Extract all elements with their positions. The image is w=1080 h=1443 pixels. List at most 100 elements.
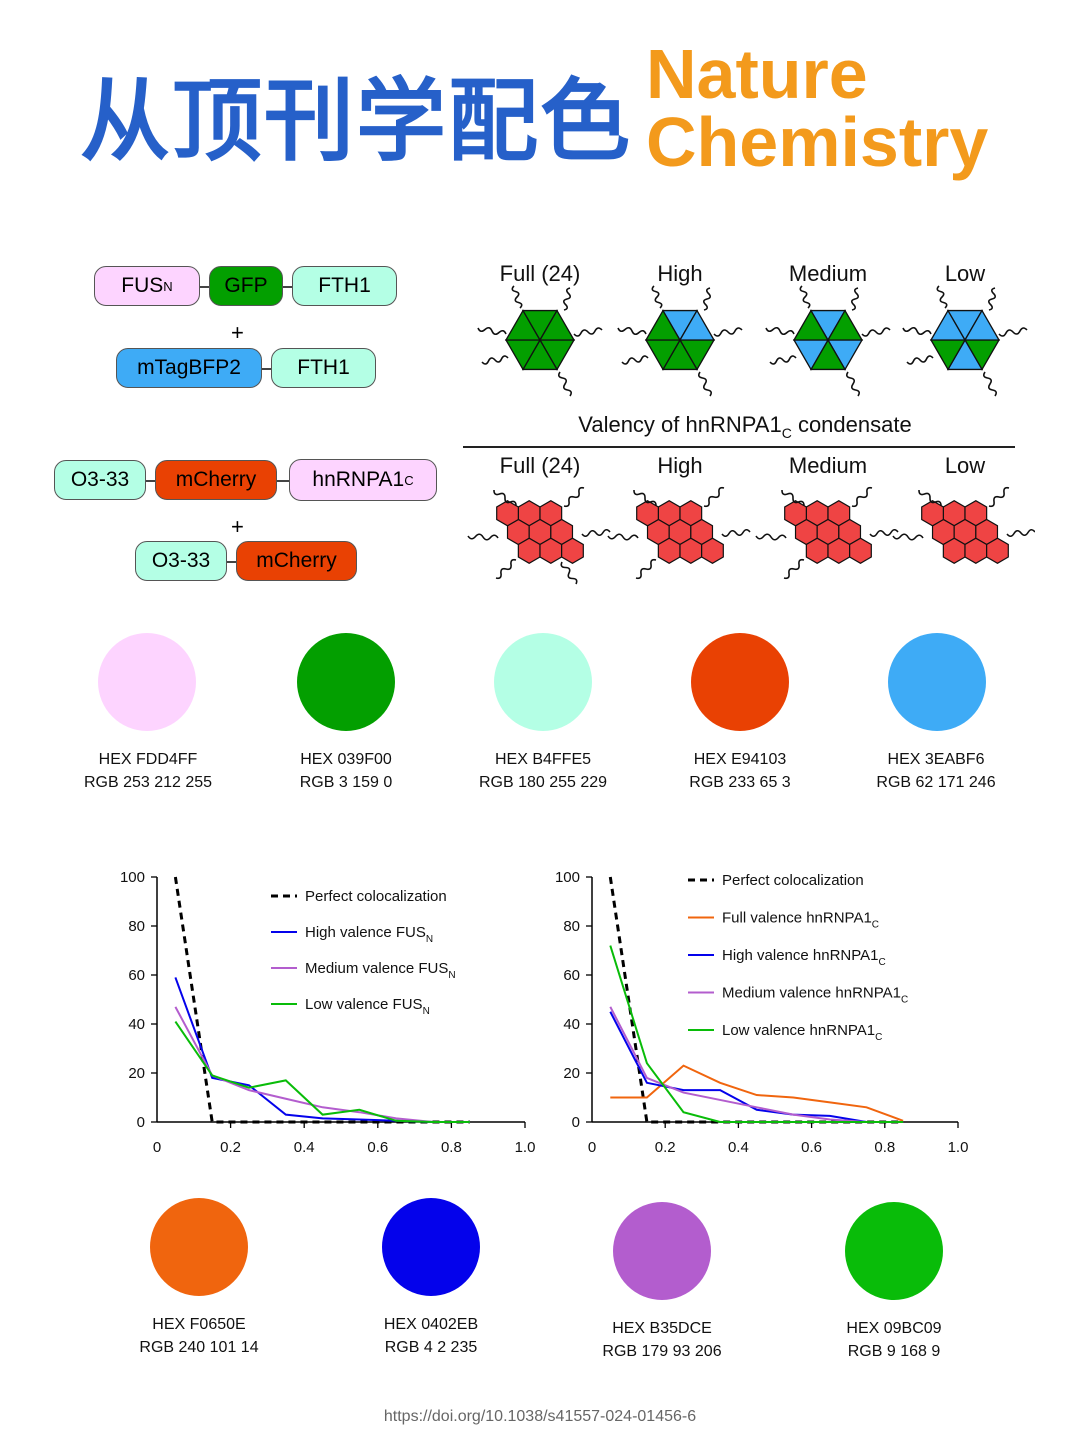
swatch-label: HEX 3EABF6 RGB 62 171 246 — [876, 751, 996, 791]
disordered-tail — [892, 533, 924, 541]
swatch-label: HEX 039F00 RGB 3 159 0 — [299, 751, 393, 791]
doi-link[interactable]: https://doi.org/10.1038/s41557-024-01456… — [383, 1408, 697, 1425]
cage-subunit — [963, 309, 1001, 341]
disordered-tail — [902, 326, 932, 336]
x-tick-label: 0.8 — [874, 1139, 895, 1156]
swatch-label: HEX B4FFE5 RGB 180 255 229 — [478, 751, 608, 791]
disordered-tail — [563, 486, 585, 508]
hexagon-cage — [902, 285, 1028, 397]
y-tick-label: 40 — [563, 1016, 580, 1033]
construct-mcherry: mCherry — [236, 541, 357, 581]
disordered-tail — [703, 486, 725, 508]
condensate-cell — [539, 537, 563, 564]
valency-level-label: Low — [945, 453, 985, 478]
condensate-cell — [561, 537, 584, 564]
legend-label: Full valence hnRNPA1C — [722, 910, 879, 931]
honeycomb-condensate-row — [467, 486, 1035, 585]
connector — [146, 480, 156, 482]
swatch-label: HEX F0650E RGB 240 101 14 — [139, 1316, 259, 1356]
disordered-tail — [563, 287, 571, 311]
disordered-tail — [573, 327, 603, 337]
condensate-cell — [942, 537, 966, 564]
series-line — [174, 1020, 470, 1123]
x-tick-label: 0.2 — [655, 1139, 676, 1156]
journal-title: Nature Chemistry — [646, 35, 988, 177]
valency-level-label: High — [657, 261, 702, 286]
y-tick-label: 20 — [563, 1065, 580, 1082]
condensate-cell — [657, 537, 681, 564]
condensate-cell — [784, 500, 807, 527]
x-tick-label: 1.0 — [515, 1139, 536, 1156]
disordered-tail — [783, 558, 805, 580]
y-tick-label: 0 — [572, 1114, 580, 1131]
y-tick-label: 100 — [555, 869, 580, 886]
chart-fusn-colocalization: 0 20 40 60 80 100 0 0.2 0.4 0.6 0.8 1.0 Perfect colo… — [120, 869, 536, 1156]
disordered-tail — [607, 533, 639, 541]
disordered-tail — [617, 326, 647, 336]
construct-label-sub: C — [404, 472, 414, 488]
swatch-label: HEX 0402EB RGB 4 2 235 — [383, 1316, 479, 1356]
condensate-cell — [805, 537, 829, 564]
disordered-tail — [581, 528, 611, 538]
color-swatch-purple — [613, 1202, 711, 1300]
cage-subunit — [538, 309, 576, 341]
disordered-tail — [481, 355, 509, 365]
disordered-tail — [982, 371, 998, 397]
connector — [200, 286, 210, 288]
cage-subunit — [826, 309, 864, 341]
disordered-tail — [869, 528, 899, 538]
color-swatch-orange — [150, 1198, 248, 1296]
y-tick-label: 100 — [120, 869, 145, 886]
color-swatch-sky-blue — [888, 633, 986, 731]
plus-sign: + — [231, 514, 244, 539]
construct-label-sub: N — [163, 278, 173, 294]
condensate-cell — [827, 537, 851, 564]
color-swatch-red-orange — [691, 633, 789, 731]
hexagon-cage — [765, 285, 891, 397]
chart-hnrnpa1c-colocalization: 0 20 40 60 80 100 0 0.2 0.4 0.6 0.8 1.0 Perfect colo… — [555, 869, 969, 1156]
construct-o3-33: O3-33 — [135, 541, 227, 581]
disordered-tail — [918, 489, 942, 507]
legend-label: Medium valence FUSN — [305, 960, 456, 981]
swatch-label: HEX E94103 RGB 233 65 3 — [689, 751, 791, 791]
disordered-tail — [851, 287, 859, 311]
y-tick-label: 80 — [128, 918, 145, 935]
series-line — [174, 1006, 470, 1123]
valency-level-label: Full (24) — [500, 453, 581, 478]
disordered-tail — [621, 355, 649, 365]
y-tick-label: 60 — [563, 967, 580, 984]
y-tick-label: 20 — [128, 1065, 145, 1082]
x-tick-label: 0.4 — [294, 1139, 315, 1156]
connector — [227, 561, 237, 563]
disordered-tail — [765, 326, 795, 336]
disordered-tail — [511, 285, 523, 309]
swatch-label: HEX B35DCE RGB 179 93 206 — [602, 1320, 722, 1360]
construct-mcherry: mCherry — [155, 460, 277, 500]
x-tick-label: 0.8 — [441, 1139, 462, 1156]
hexagon-cage — [477, 285, 603, 397]
condensate-cell — [636, 500, 659, 527]
disordered-tail — [799, 285, 811, 309]
condensate-cell — [921, 500, 944, 527]
valency-level-label: Full (24) — [500, 261, 581, 286]
disordered-tail — [560, 561, 578, 585]
y-tick-label: 0 — [137, 1114, 145, 1131]
honeycomb-condensate — [892, 486, 1035, 564]
x-tick-label: 0 — [588, 1139, 596, 1156]
disordered-tail — [493, 489, 517, 507]
series-line — [609, 945, 904, 1123]
construct-mtagbfp2: mTagBFP2 — [116, 348, 262, 388]
disordered-tail — [1006, 528, 1035, 538]
condensate-cell — [849, 537, 872, 564]
legend-label: Low valence FUSN — [305, 996, 430, 1017]
x-tick-label: 1.0 — [948, 1139, 969, 1156]
construct-gfp: GFP — [209, 266, 283, 306]
disordered-tail — [988, 486, 1010, 508]
x-tick-label: 0.6 — [801, 1139, 822, 1156]
valency-level-label: Low — [945, 261, 985, 286]
construct-label: hnRNPA1 — [312, 468, 405, 491]
disordered-tail — [998, 327, 1028, 337]
y-tick-label: 40 — [128, 1016, 145, 1033]
journal-title-line1: Nature — [646, 35, 868, 113]
x-tick-label: 0.4 — [728, 1139, 749, 1156]
